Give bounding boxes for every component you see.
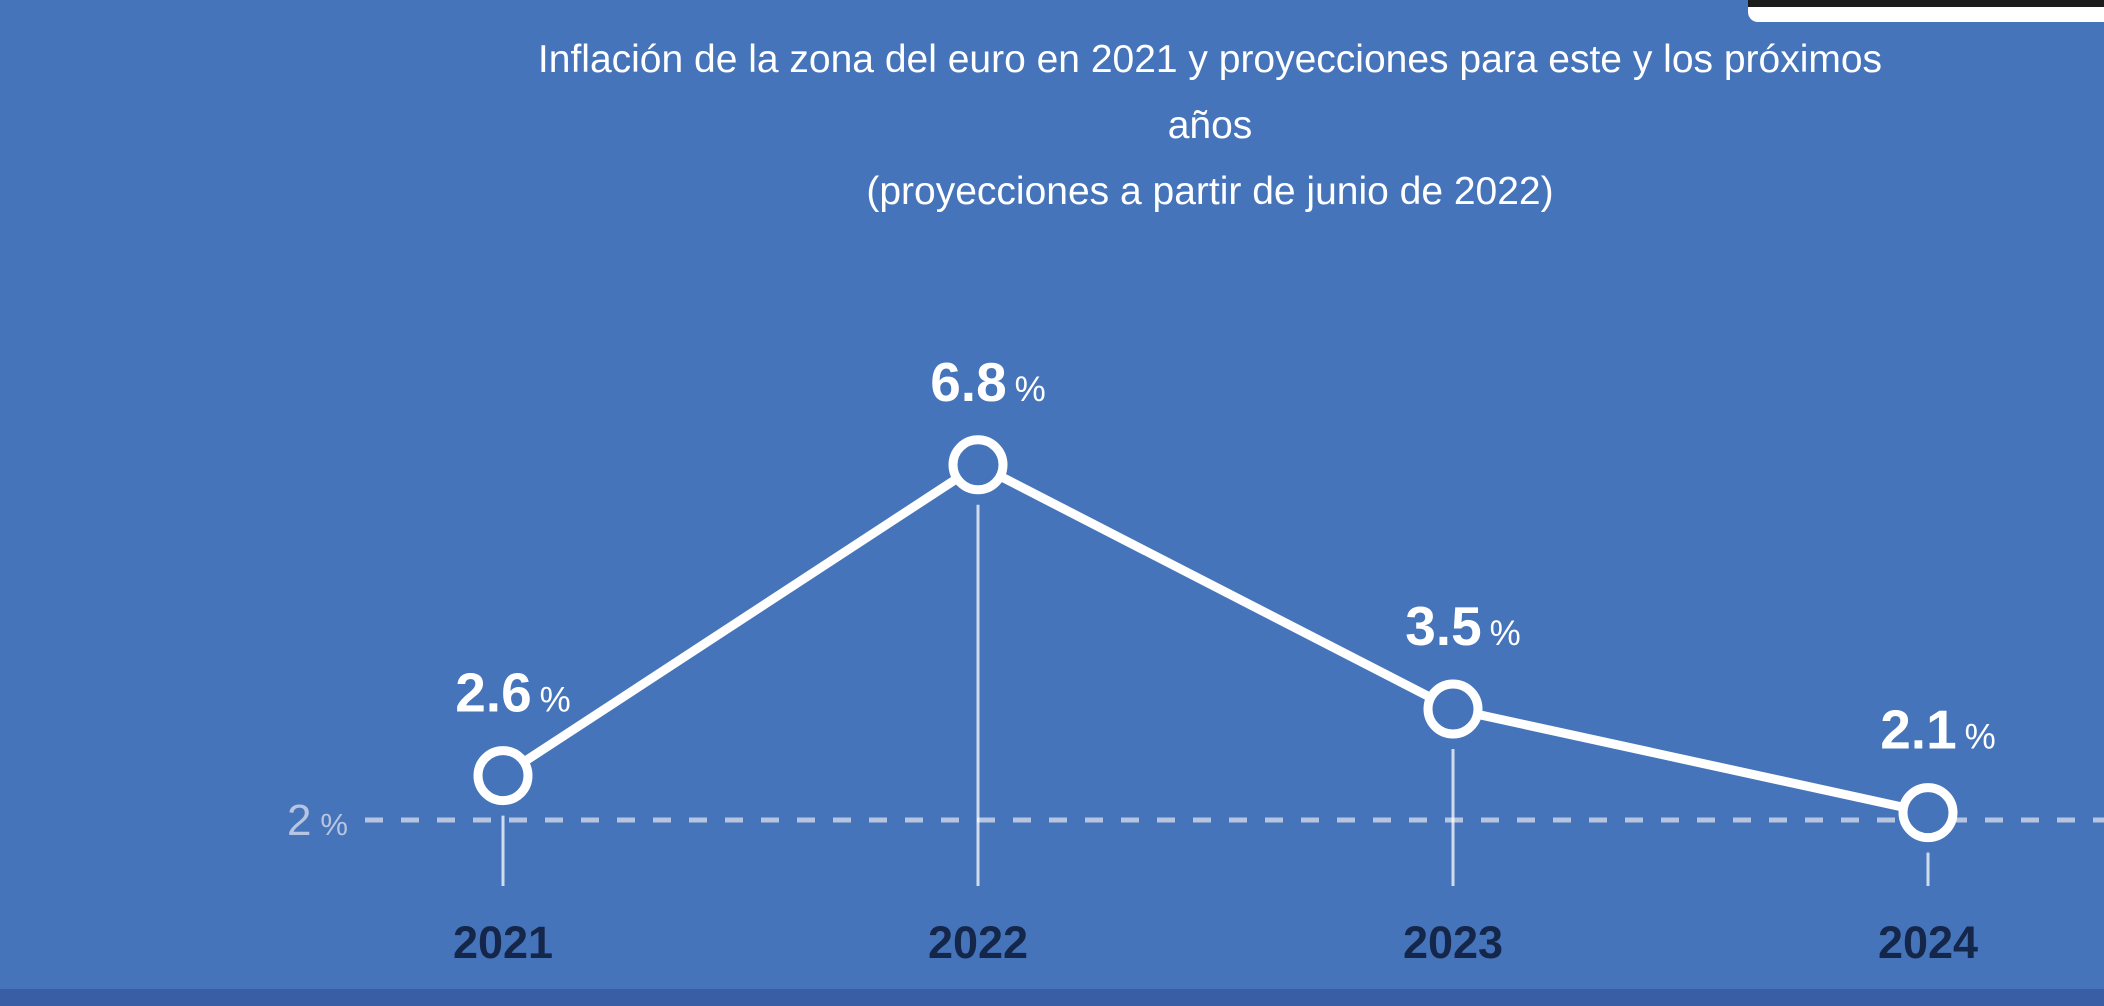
x-axis-label-2023: 2023 xyxy=(1403,917,1503,968)
value-label-2023: 3.5% xyxy=(1405,595,1521,657)
value-label-2022: 6.8% xyxy=(930,351,1046,413)
chart-title-line-1: Inflación de la zona del euro en 2021 y … xyxy=(537,38,1883,81)
data-point-2022 xyxy=(948,435,1008,495)
x-axis-label-2022: 2022 xyxy=(928,917,1028,968)
chart-title-line-2: años xyxy=(1167,104,1253,147)
value-label-2024: 2.1% xyxy=(1880,699,1996,761)
reference-line-label: 2% xyxy=(287,796,348,845)
data-point-2023 xyxy=(1423,679,1483,739)
data-point-2021 xyxy=(473,746,533,806)
chart-title: Inflación de la zona del euro en 2021 y … xyxy=(538,27,1882,225)
x-axis-label-2021: 2021 xyxy=(453,917,553,968)
overlay-card-corner xyxy=(1748,0,2104,22)
data-point-2024 xyxy=(1898,783,1958,843)
bottom-bar xyxy=(0,989,2104,1006)
value-label-2021: 2.6% xyxy=(455,662,571,724)
inflation-line xyxy=(498,460,1933,818)
chart-subtitle: (proyecciones a partir de junio de 2022) xyxy=(866,170,1554,213)
x-axis-label-2024: 2024 xyxy=(1878,917,1978,968)
